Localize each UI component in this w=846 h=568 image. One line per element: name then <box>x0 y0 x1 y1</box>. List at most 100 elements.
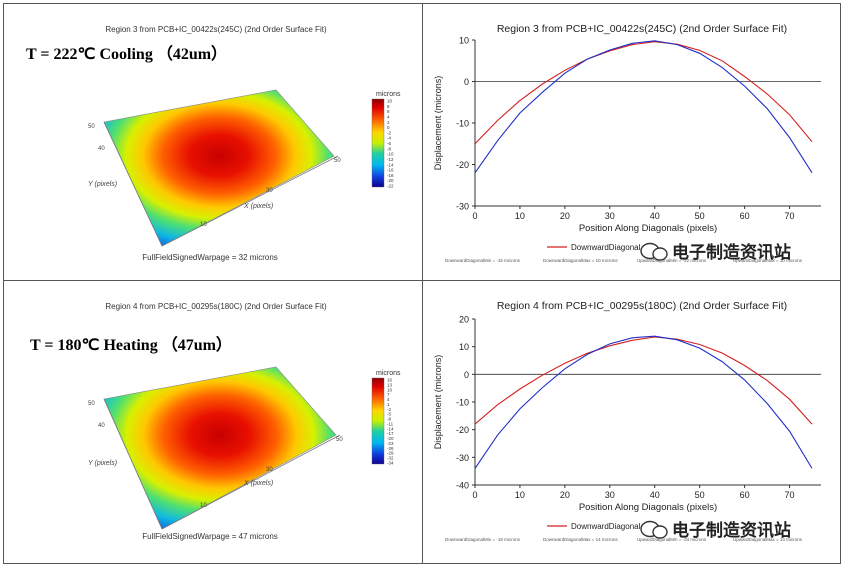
x-tick-label: 50 <box>695 490 705 500</box>
line-chart-region3: Region 3 from PCB+IC_00422s(245C) (2nd O… <box>433 23 821 263</box>
colorbar-tick: 10 <box>387 387 393 392</box>
y-tick: 50 <box>88 124 95 130</box>
colorbar <box>371 98 385 188</box>
colorbar-tick: 6 <box>387 109 390 114</box>
colorbar-tick: -23 <box>387 441 394 446</box>
y-tick-label: -10 <box>456 119 469 129</box>
colorbar-tick: -12 <box>387 157 394 162</box>
colorbar-tick: -11 <box>387 421 394 426</box>
colorbar-tick: 0 <box>387 125 390 130</box>
chart-title: Region 3 from PCB+IC_00422s(245C) (2nd O… <box>497 23 787 35</box>
y-axis-label: Displacement (microns) <box>433 355 443 450</box>
y-tick-label: -20 <box>456 160 469 170</box>
x-tick: 10 <box>200 222 207 228</box>
column-divider <box>422 3 423 564</box>
x-tick-label: 50 <box>695 211 705 221</box>
colorbar-title: microns <box>376 91 401 98</box>
colorbar-tick: -32 <box>387 456 394 461</box>
surface-title: Region 3 from PCB+IC_00422s(245C) (2nd O… <box>105 25 327 34</box>
y-tick-label: 10 <box>459 342 469 352</box>
colorbar-tick: -10 <box>387 152 394 157</box>
y-axis-label: Displacement (microns) <box>433 76 443 171</box>
y-tick: 50 <box>88 401 95 407</box>
colorbar-tick: -2 <box>387 407 391 412</box>
x-tick-label: 60 <box>740 211 750 221</box>
surface-footer: FullFieldSignedWarpage = 47 microns <box>142 532 278 541</box>
colorbar-tick: 16 <box>387 378 393 383</box>
condition-label: T = 180℃ Heating （47um） <box>30 336 232 354</box>
y-tick-label: 10 <box>459 36 469 46</box>
x-tick: 50 <box>336 437 343 443</box>
row-divider <box>3 280 841 281</box>
x-axis-line <box>161 155 339 247</box>
x-tick: 30 <box>266 467 273 473</box>
wechat-logo-icon <box>640 242 668 261</box>
colorbar-tick: 8 <box>387 104 390 109</box>
colorbar-tick: -14 <box>387 162 394 167</box>
colorbar-tick: -2 <box>387 130 391 135</box>
x-tick-label: 40 <box>650 490 660 500</box>
colorbar-tick: -20 <box>387 178 394 183</box>
x-axis-label: X (pixels) <box>243 480 273 487</box>
y-tick-label: -20 <box>456 425 469 435</box>
surface-title: Region 4 from PCB+IC_00295s(180C) (2nd O… <box>105 302 327 311</box>
surface-plot-region4: Region 4 from PCB+IC_00295s(180C) (2nd O… <box>30 302 401 541</box>
colorbar-tick: -34 <box>387 461 394 466</box>
x-tick-label: 70 <box>785 490 795 500</box>
x-tick: 30 <box>266 188 273 194</box>
y-tick-label: 20 <box>459 315 469 325</box>
y-axis-label: Y (pixels) <box>88 181 117 188</box>
x-tick-label: 70 <box>785 211 795 221</box>
x-tick: 10 <box>200 503 207 509</box>
series-line-DownwardDiagonal <box>474 41 813 145</box>
warpage-surface <box>103 89 335 247</box>
colorbar-tick: -18 <box>387 173 394 178</box>
x-axis-label: Position Along Diagonals (pixels) <box>579 223 717 234</box>
colorbar-tick: 4 <box>387 114 390 119</box>
series-line-UpwardDiagonal <box>474 335 813 469</box>
y-tick-label: -30 <box>456 202 469 212</box>
watermark-top: 电子制造资讯站 <box>640 242 791 263</box>
colorbar-title: microns <box>376 370 401 377</box>
footnote: DownwardDiagonalMax = 10 microns <box>543 258 618 263</box>
colorbar-tick: -8 <box>387 146 391 151</box>
colorbar-tick: -16 <box>387 168 394 173</box>
footnote: UpwardDiagonalMax = 10 microns <box>733 258 803 263</box>
watermark-text: 电子制造资讯站 <box>672 242 791 263</box>
x-tick-label: 10 <box>515 211 525 221</box>
footnote: DownwardDiagonalMax = 14 microns <box>543 537 618 542</box>
y-tick: 40 <box>98 423 105 429</box>
y-axis-line <box>103 121 163 247</box>
colorbar-tick: -4 <box>387 136 391 141</box>
footnote: UpwardDiagonalMax = 14 microns <box>733 537 803 542</box>
legend-label: DownwardDiagonal <box>571 522 641 531</box>
y-axis-line <box>103 398 163 530</box>
colorbar <box>371 377 385 465</box>
colorbar-tick: -20 <box>387 436 394 441</box>
y-tick: 40 <box>98 146 105 152</box>
line-chart-region4: Region 4 from PCB+IC_00295s(180C) (2nd O… <box>433 300 821 542</box>
colorbar-tick: -8 <box>387 417 391 422</box>
watermark-bottom: 电子制造资讯站 <box>640 520 791 541</box>
x-tick-label: 60 <box>740 490 750 500</box>
chart-title: Region 4 from PCB+IC_00295s(180C) (2nd O… <box>497 300 787 312</box>
surface-plot-region3: Region 3 from PCB+IC_00422s(245C) (2nd O… <box>26 25 401 262</box>
legend-label: DownwardDiagonal <box>571 243 641 252</box>
footnote: UpwardDiagonalMin = -22 microns <box>637 258 707 263</box>
colorbar-tick: -17 <box>387 431 394 436</box>
x-tick-label: 0 <box>472 490 477 500</box>
wechat-logo-icon <box>640 520 668 539</box>
colorbar-tick: 2 <box>387 120 390 125</box>
colorbar-tick: -29 <box>387 451 394 456</box>
x-tick-label: 20 <box>560 490 570 500</box>
y-axis-label: Y (pixels) <box>88 460 117 467</box>
x-tick-label: 20 <box>560 211 570 221</box>
colorbar-tick-labels: 161310741-2-5-8-11-14-17-20-23-26-29-32-… <box>387 378 394 466</box>
warpage-surface <box>103 366 337 530</box>
x-axis-line <box>161 434 341 530</box>
series-line-DownwardDiagonal <box>474 336 813 425</box>
x-tick-label: 30 <box>605 490 615 500</box>
watermark-text: 电子制造资讯站 <box>672 520 791 541</box>
x-tick-label: 10 <box>515 490 525 500</box>
